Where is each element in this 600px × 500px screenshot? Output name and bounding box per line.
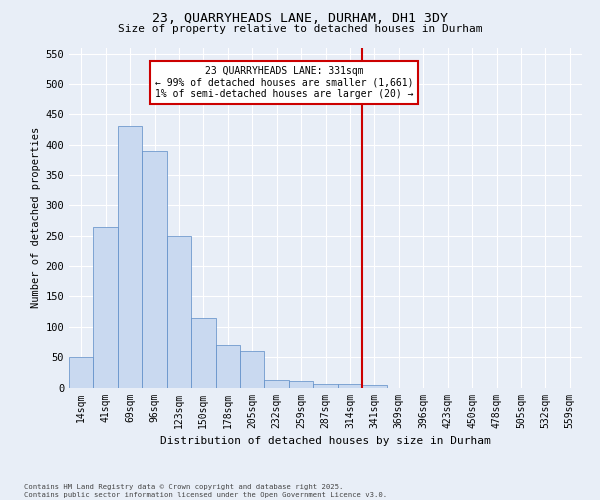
Bar [118, 126, 142, 388]
Bar [289, 382, 313, 388]
Bar [313, 384, 338, 388]
Text: Contains HM Land Registry data © Crown copyright and database right 2025.
Contai: Contains HM Land Registry data © Crown c… [24, 484, 387, 498]
Bar [191, 318, 215, 388]
X-axis label: Distribution of detached houses by size in Durham: Distribution of detached houses by size … [160, 436, 491, 446]
Y-axis label: Number of detached properties: Number of detached properties [31, 127, 41, 308]
Bar [142, 150, 167, 388]
Text: 23 QUARRYHEADS LANE: 331sqm
← 99% of detached houses are smaller (1,661)
1% of s: 23 QUARRYHEADS LANE: 331sqm ← 99% of det… [155, 66, 413, 99]
Bar [240, 351, 265, 388]
Text: 23, QUARRYHEADS LANE, DURHAM, DH1 3DY: 23, QUARRYHEADS LANE, DURHAM, DH1 3DY [152, 12, 448, 24]
Bar [69, 357, 94, 388]
Bar [215, 345, 240, 388]
Text: Size of property relative to detached houses in Durham: Size of property relative to detached ho… [118, 24, 482, 34]
Bar [265, 380, 289, 388]
Bar [338, 384, 362, 388]
Bar [167, 236, 191, 388]
Bar [94, 226, 118, 388]
Bar [362, 385, 386, 388]
